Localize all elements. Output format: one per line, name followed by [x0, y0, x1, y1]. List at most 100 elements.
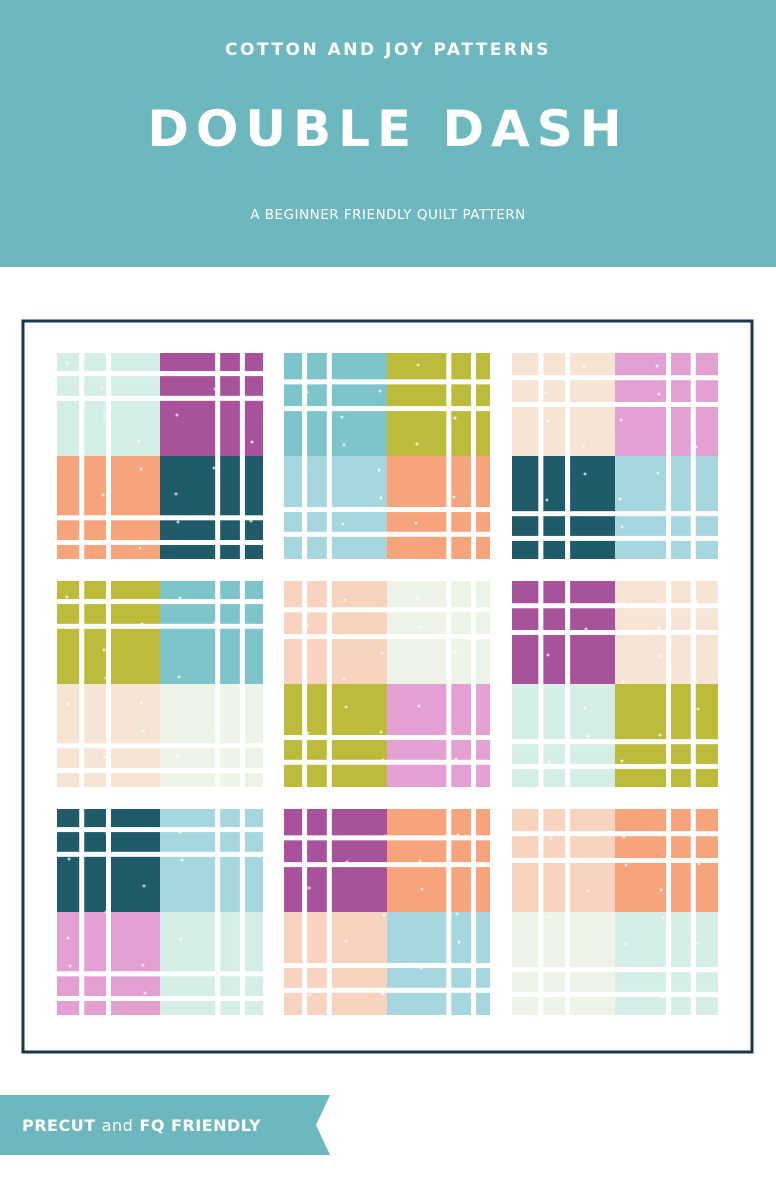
sash-strip [57, 395, 263, 401]
sash-strip [57, 599, 263, 605]
fabric-dot [585, 968, 589, 972]
fabric-dot [102, 414, 106, 418]
fabric-dot [215, 883, 219, 887]
fabric-dot [453, 416, 457, 420]
fabric-patch [160, 809, 263, 912]
sash-strip [690, 353, 696, 559]
sash-strip [666, 581, 672, 787]
fabric-dot [582, 365, 586, 369]
fabric-dot [548, 915, 552, 919]
fabric-dot [418, 625, 422, 629]
fabric-dot [177, 675, 181, 679]
fabric-patch [512, 912, 615, 1015]
fabric-dot [215, 649, 219, 653]
fabric-dot [305, 390, 309, 394]
fabric-dot [379, 730, 383, 734]
sash-strip [446, 581, 452, 787]
fabric-dot [621, 680, 625, 684]
fabric-dot [67, 857, 71, 861]
sash-strip [512, 831, 718, 837]
sash-strip [284, 406, 490, 412]
fabric-dot [379, 496, 383, 500]
fabric-dot [585, 734, 589, 738]
fabric-dot [657, 626, 661, 630]
sash-strip [326, 809, 332, 1015]
fabric-dot [620, 525, 624, 529]
fabric-patch [284, 581, 387, 684]
ribbon-shape [0, 1095, 330, 1155]
fabric-dot [382, 913, 386, 917]
sash-strip [284, 835, 490, 841]
fabric-dot [306, 965, 310, 969]
fabric-dot [141, 963, 145, 967]
sash-strip [666, 809, 672, 1015]
fabric-dot [694, 679, 698, 683]
fabric-dot [584, 627, 588, 631]
sash-strip [239, 353, 245, 559]
fabric-dot [586, 889, 590, 893]
fabric-dot [545, 498, 549, 502]
fabric-dot [178, 830, 182, 834]
sash-strip [690, 809, 696, 1015]
fabric-dot [142, 884, 146, 888]
fabric-patch [284, 809, 387, 912]
fabric-dot [342, 677, 346, 681]
fabric-patch [160, 581, 263, 684]
fabric-dot [420, 887, 424, 891]
fabric-dot [695, 600, 699, 604]
fabric-dot [658, 733, 662, 737]
fabric-dot [65, 361, 69, 365]
fabric-dot [345, 860, 349, 864]
sash-strip [284, 607, 490, 613]
fabric-dot [306, 731, 310, 735]
title: DOUBLE DASH [147, 100, 629, 158]
fabric-dot [583, 472, 587, 476]
sash-strip [471, 353, 477, 559]
fabric-patch [512, 684, 615, 787]
quilt-blocks [57, 353, 718, 1015]
sash-strip [239, 581, 245, 787]
sash-strip [284, 507, 490, 513]
fabric-dot [415, 442, 419, 446]
fabric-dot [659, 654, 663, 658]
fabric-dot [656, 471, 660, 475]
fabric-dot [455, 912, 459, 916]
sash-strip [326, 581, 332, 787]
sash-strip [215, 581, 221, 787]
sash-strip [326, 353, 332, 559]
header: COTTON AND JOY PATTERNS DOUBLE DASH A BE… [0, 0, 776, 267]
sash-strip [79, 809, 85, 1015]
fabric-dot [454, 757, 458, 761]
sash-strip [538, 581, 544, 787]
sash-strip [565, 809, 571, 1015]
fabric-dot [139, 701, 143, 705]
sash-strip [57, 623, 263, 629]
banner-ribbon [0, 1095, 330, 1155]
sash-strip [666, 353, 672, 559]
fabric-dot [452, 495, 456, 499]
publisher: COTTON AND JOY PATTERNS [225, 40, 551, 60]
fabric-dot [581, 444, 585, 448]
fabric-dot [381, 992, 385, 996]
sash-strip [57, 996, 263, 1002]
sash-strip [512, 511, 718, 517]
fabric-dot [546, 419, 550, 423]
sash-strip [471, 809, 477, 1015]
sash-strip [106, 581, 111, 787]
fabric-dot [620, 759, 624, 763]
fabric-dot [414, 521, 418, 525]
fabric-dot [178, 596, 182, 600]
sash-strip [446, 353, 452, 559]
fabric-dot [143, 991, 147, 995]
fabric-dot [180, 858, 184, 862]
sash-strip [79, 353, 85, 559]
fabric-dot [340, 415, 344, 419]
fabric-dot [344, 705, 348, 709]
fabric-dot [101, 493, 105, 497]
fabric-dot [549, 836, 553, 840]
sash-strip [57, 768, 263, 774]
fabric-dot [304, 469, 308, 473]
fabric-dot [416, 363, 420, 367]
fabric-dot [249, 519, 253, 523]
